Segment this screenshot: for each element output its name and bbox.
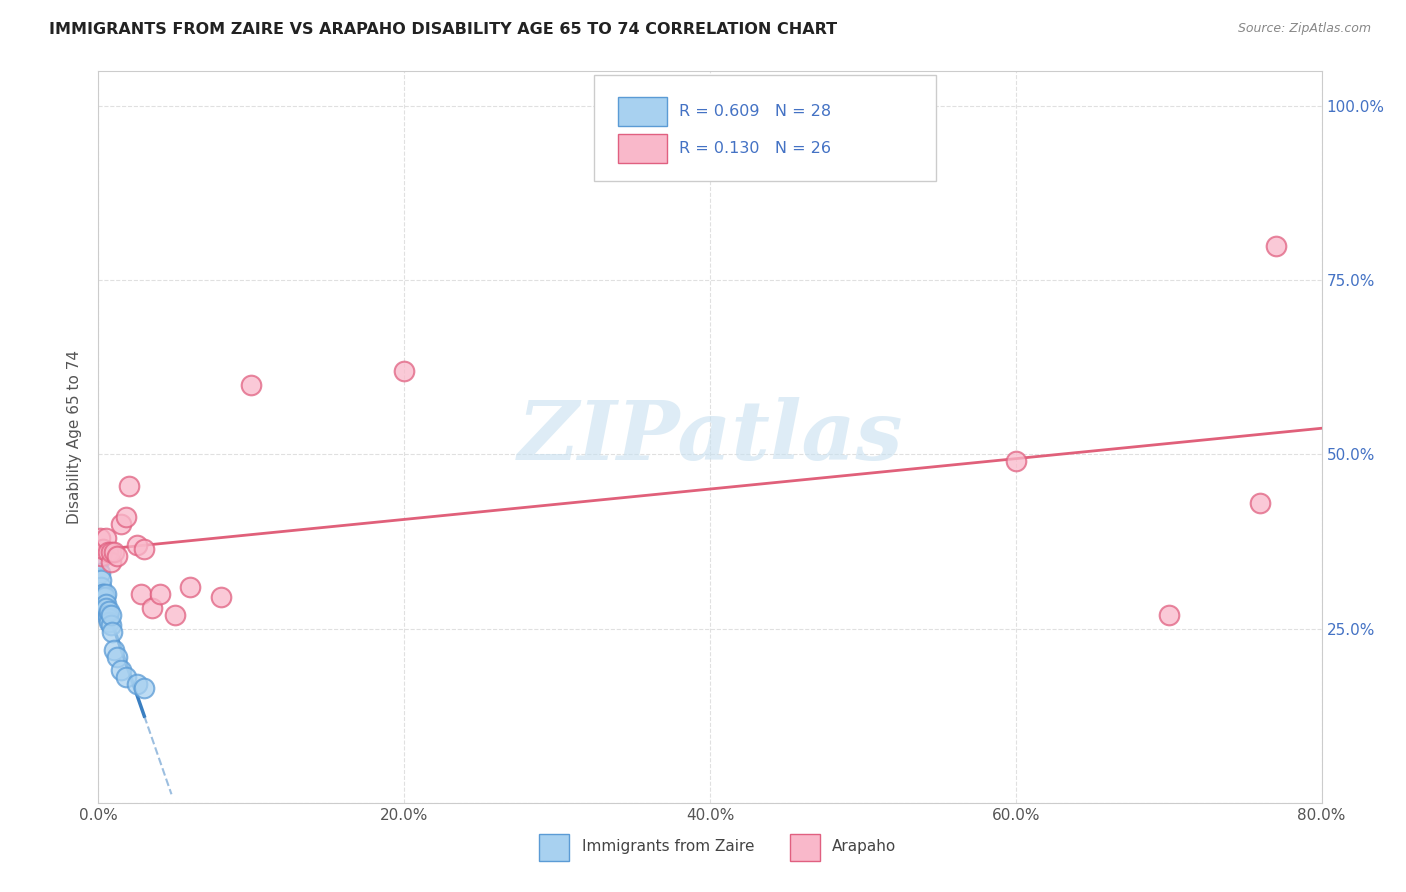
- Bar: [619, 134, 668, 163]
- Point: [105, 549, 128, 563]
- Point: [94, 600, 117, 615]
- Point: [89, 531, 111, 545]
- Point: [90, 580, 112, 594]
- Text: Source: ZipAtlas.com: Source: ZipAtlas.com: [1237, 22, 1371, 36]
- Point: [94, 597, 117, 611]
- Point: [91, 591, 114, 605]
- Point: [98, 615, 121, 629]
- Point: [103, 545, 125, 559]
- Point: [1264, 238, 1286, 252]
- Point: [240, 377, 263, 392]
- Point: [179, 580, 201, 594]
- Point: [134, 681, 156, 695]
- Point: [129, 587, 152, 601]
- Point: [125, 538, 148, 552]
- Point: [100, 618, 122, 632]
- Point: [163, 607, 186, 622]
- Point: [118, 479, 141, 493]
- Point: [1249, 496, 1271, 510]
- Point: [149, 587, 172, 601]
- Point: [1004, 454, 1026, 468]
- Text: R = 0.130   N = 26: R = 0.130 N = 26: [679, 141, 831, 156]
- Point: [97, 611, 120, 625]
- Point: [90, 549, 112, 563]
- Point: [110, 664, 132, 678]
- Point: [94, 587, 117, 601]
- Point: [103, 642, 125, 657]
- Point: [1157, 607, 1180, 622]
- Text: R = 0.609   N = 28: R = 0.609 N = 28: [679, 104, 831, 120]
- Point: [93, 591, 115, 605]
- Point: [115, 670, 138, 684]
- Point: [110, 517, 132, 532]
- Text: ZIPatlas: ZIPatlas: [517, 397, 903, 477]
- Point: [97, 607, 120, 622]
- Text: IMMIGRANTS FROM ZAIRE VS ARAPAHO DISABILITY AGE 65 TO 74 CORRELATION CHART: IMMIGRANTS FROM ZAIRE VS ARAPAHO DISABIL…: [49, 22, 838, 37]
- Text: Arapaho: Arapaho: [832, 839, 897, 855]
- Point: [90, 573, 112, 587]
- Point: [134, 541, 156, 556]
- Point: [91, 541, 114, 556]
- Point: [105, 649, 128, 664]
- Point: [94, 531, 117, 545]
- Point: [115, 510, 138, 524]
- Point: [91, 587, 114, 601]
- Point: [209, 591, 232, 605]
- Point: [100, 607, 122, 622]
- Point: [89, 566, 111, 580]
- Point: [98, 604, 121, 618]
- Point: [392, 364, 416, 378]
- Point: [100, 556, 122, 570]
- Point: [101, 625, 124, 640]
- FancyBboxPatch shape: [593, 75, 936, 181]
- Point: [100, 545, 122, 559]
- Y-axis label: Disability Age 65 to 74: Disability Age 65 to 74: [67, 350, 83, 524]
- Point: [93, 604, 115, 618]
- Point: [91, 587, 114, 601]
- Bar: [538, 833, 569, 862]
- Point: [97, 545, 120, 559]
- Point: [91, 597, 114, 611]
- Point: [89, 552, 111, 566]
- Bar: [619, 97, 668, 127]
- Point: [141, 600, 163, 615]
- Text: Immigrants from Zaire: Immigrants from Zaire: [582, 839, 754, 855]
- Bar: [790, 833, 820, 862]
- Point: [90, 591, 112, 605]
- Point: [125, 677, 148, 691]
- Point: [93, 600, 115, 615]
